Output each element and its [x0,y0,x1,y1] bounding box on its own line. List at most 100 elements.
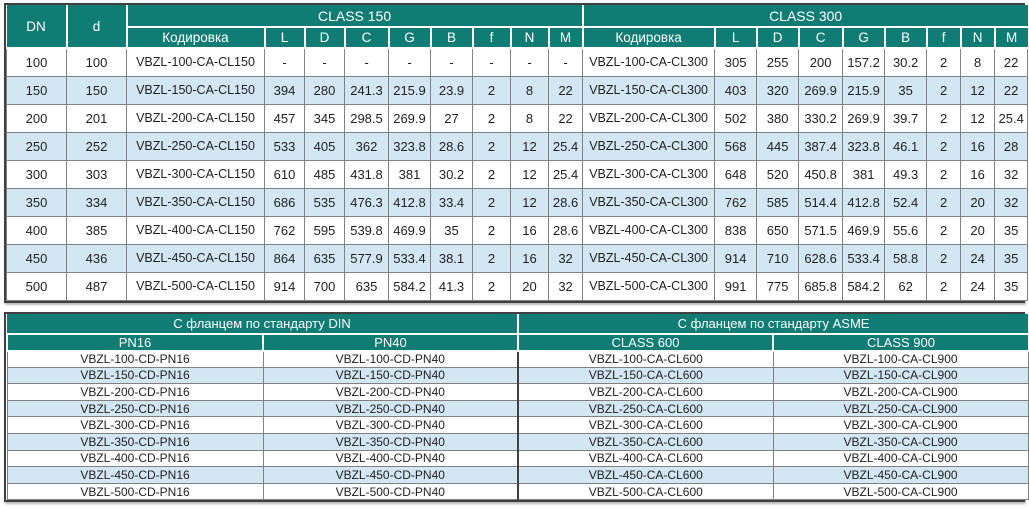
standard-code-row: VBZL-200-CD-PN16 VBZL-200-CD-PN40 VBZL-200… [6,383,1029,401]
cl150-code-cell: VBZL-400-CA-CL150 [126,215,265,245]
pn16-code-cell: VBZL-300-CD-PN16 [6,416,264,434]
cl300-n-cell: 24 [960,243,996,273]
cl150-n-cell: 8 [510,75,549,105]
cl150-d-cell: 485 [304,159,345,189]
cl150-code-cell: VBZL-500-CA-CL150 [126,271,265,301]
cl300-n-cell: 12 [960,103,996,133]
cl150-f-cell: 2 [472,271,511,301]
dn-cell: 500 [6,271,67,301]
cl150-b-cell: 27 [430,103,473,133]
cl300-d-cell: 775 [756,271,800,301]
class600-code-cell: VBZL-300-CA-CL600 [517,416,774,434]
cl300-code-cell: VBZL-350-CA-CL300 [582,187,716,217]
standard-code-row: VBZL-450-CD-PN16 VBZL-450-CD-PN40 VBZL-450… [6,466,1029,484]
class900-code-cell: VBZL-450-CA-CL900 [772,466,1029,484]
cl150-c-cell: - [344,47,389,77]
cl150-l-cell: 686 [264,187,305,217]
section-header-class150: CLASS 150 [125,5,584,28]
dimensions-table-frame: DN d CLASS 150 CLASS 300 Кодировка L D C… [4,3,1029,303]
cl300-g-cell: 381 [842,159,886,189]
cl300-f-cell: 2 [926,187,962,217]
cl150-c-cell: 241.3 [344,75,389,105]
col-header-cl150-b: B [429,26,474,49]
cl150-l-cell: 394 [264,75,305,105]
cl300-f-cell: 2 [926,75,962,105]
pn40-code-cell: VBZL-300-CD-PN40 [262,416,520,434]
cl300-g-cell: 533.4 [842,243,886,273]
cl150-n-cell: - [510,47,549,77]
cl300-m-cell: 22 [994,47,1029,77]
pn16-code-cell: VBZL-150-CD-PN16 [6,366,264,385]
col-header-cl150-d: D [303,26,346,49]
cl300-code-cell: VBZL-250-CA-CL300 [582,131,716,161]
col-header-pn16: PN16 [6,332,264,352]
pn16-code-cell: VBZL-350-CD-PN16 [6,432,264,451]
pn40-code-cell: VBZL-350-CD-PN40 [262,432,520,451]
cl300-n-cell: 16 [960,159,996,189]
cl300-c-cell: 514.4 [798,187,844,217]
cl150-d-cell: 345 [304,103,345,133]
col-header-cl300-n: N [959,26,996,49]
cl300-c-cell: 200 [798,47,844,77]
cl150-d-cell: 700 [304,271,345,301]
class900-code-cell: VBZL-500-CA-CL900 [772,482,1029,501]
cl300-f-cell: 2 [926,131,962,161]
d-cell: 487 [66,271,127,301]
cl150-code-cell: VBZL-450-CA-CL150 [126,243,265,273]
cl150-f-cell: 2 [472,131,511,161]
cl300-m-cell: 35 [994,243,1029,273]
cl150-f-cell: 2 [472,215,511,245]
dn-cell: 200 [6,103,67,133]
standard-code-row: VBZL-300-CD-PN16 VBZL-300-CD-PN40 VBZL-300… [6,416,1029,434]
class600-code-cell: VBZL-450-CA-CL600 [517,466,774,484]
cl150-l-cell: 864 [264,243,305,273]
cl150-d-cell: - [304,47,345,77]
d-cell: 303 [66,159,127,189]
cl300-code-cell: VBZL-150-CA-CL300 [582,75,716,105]
bottom-header-sub-row: PN16 PN40 CLASS 600 CLASS 900 [6,332,1029,352]
cl150-n-cell: 8 [510,103,549,133]
standard-code-row: VBZL-350-CD-PN16 VBZL-350-CD-PN40 VBZL-350… [6,432,1029,451]
cl150-l-cell: 762 [264,215,305,245]
cl150-d-cell: 535 [304,187,345,217]
cl300-g-cell: 323.8 [842,131,886,161]
cl150-c-cell: 476.3 [344,187,389,217]
cl150-g-cell: - [388,47,431,77]
cl150-g-cell: 215.9 [388,75,431,105]
standard-code-row: VBZL-150-CD-PN16 VBZL-150-CD-PN40 VBZL-150… [6,366,1029,385]
class600-code-cell: VBZL-350-CA-CL600 [517,432,774,451]
pn40-code-cell: VBZL-500-CD-PN40 [262,482,520,501]
cl300-l-cell: 403 [714,75,758,105]
cl300-code-cell: VBZL-200-CA-CL300 [582,103,716,133]
col-header-class900: CLASS 900 [772,332,1029,352]
dimension-row: 350 334 VBZL-350-CA-CL150 686 535 476.3 412.8 3… [6,187,1029,217]
cl150-n-cell: 12 [510,131,549,161]
cl150-f-cell: 2 [472,75,511,105]
pn16-code-cell: VBZL-450-CD-PN16 [6,466,264,484]
cl300-d-cell: 320 [756,75,800,105]
cl300-l-cell: 648 [714,159,758,189]
cl300-c-cell: 571.5 [798,215,844,245]
cl150-m-cell: 28.6 [547,215,584,245]
dimension-row: 250 252 VBZL-250-CA-CL150 533 405 362 323.8 28.… [6,131,1029,161]
section-header-asme: С фланцем по стандарту ASME [517,313,1029,335]
cl150-g-cell: 469.9 [388,215,431,245]
pn16-code-cell: VBZL-200-CD-PN16 [6,383,264,401]
cl150-m-cell: 32 [547,243,584,273]
col-header-cl300-m: M [993,26,1028,49]
cl150-m-cell: 22 [547,75,584,105]
col-header-d: d [65,5,128,49]
cl300-c-cell: 330.2 [798,103,844,133]
cl150-code-cell: VBZL-100-CA-CL150 [126,47,265,77]
cl300-c-cell: 628.6 [798,243,844,273]
cl300-b-cell: 30.2 [884,47,928,77]
cl150-m-cell: 22 [547,103,584,133]
cl300-f-cell: 2 [926,215,962,245]
cl300-b-cell: 55.6 [884,215,928,245]
cl300-m-cell: 35 [994,215,1029,245]
cl300-f-cell: 2 [926,271,962,301]
cl150-f-cell: 2 [472,103,511,133]
cl150-code-cell: VBZL-200-CA-CL150 [126,103,265,133]
col-header-cl300-f: f [925,26,962,49]
dimension-row: 500 487 VBZL-500-CA-CL150 914 700 635 584.2 41.… [6,271,1029,301]
